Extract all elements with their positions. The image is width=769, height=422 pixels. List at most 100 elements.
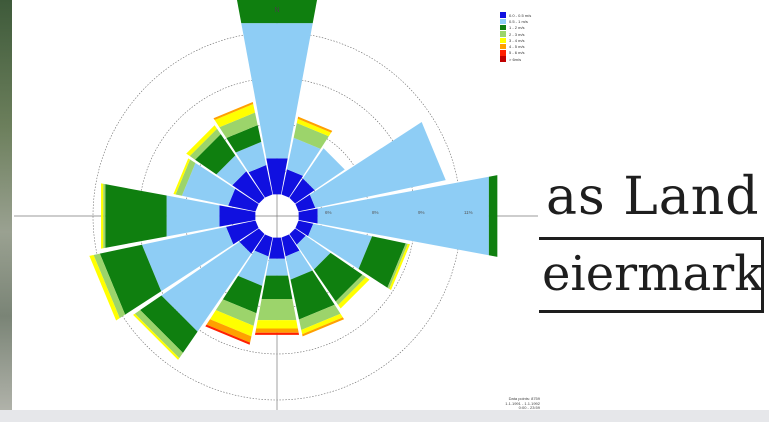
petal-90-0 — [298, 208, 318, 224]
petal-22.5-0 — [281, 169, 304, 198]
petal-135-1 — [296, 235, 331, 270]
petal-270-2 — [105, 184, 167, 248]
legend-item: > 6m/s — [500, 56, 531, 62]
speed-legend: 0.0 - 0.5 m/s 0.5 - 1 m/s 1 - 2 m/s 2 - 3 m… — [500, 12, 531, 62]
petal-225-0 — [239, 228, 265, 254]
legend-label: 4 - 5 m/s — [509, 44, 525, 50]
petal-157.5-1 — [285, 250, 313, 280]
legend-item: 3 - 4 m/s — [500, 37, 531, 44]
period-line-1: 1.1.1991 - 1.1.1992 — [505, 400, 540, 406]
legend-label: 3 - 4 m/s — [509, 37, 525, 43]
petal-225-4 — [133, 313, 180, 360]
petal-247.5-0 — [226, 220, 259, 245]
legend-swatch — [500, 31, 506, 37]
petal-180-3 — [257, 298, 297, 321]
legend-label: 1 - 2 m/s — [509, 25, 525, 31]
petal-0-2 — [236, 0, 318, 24]
legend-swatch — [500, 50, 506, 56]
legend-item: 4 - 5 m/s — [500, 43, 531, 50]
petal-292.5-4 — [173, 158, 191, 195]
petal-337.5-4 — [214, 104, 255, 128]
petal-22.5-3 — [293, 122, 329, 149]
petal-157.5-0 — [281, 234, 300, 257]
petal-135-3 — [335, 274, 367, 306]
legend-swatch — [500, 37, 506, 44]
petal-315-1 — [216, 155, 247, 186]
petal-157.5-3 — [299, 304, 341, 331]
petal-225-1 — [161, 241, 252, 332]
wind-rose-petals — [89, 0, 498, 360]
petal-225-3 — [134, 310, 183, 359]
legend-label: > 6m/s — [509, 56, 522, 62]
petal-202.5-2 — [222, 275, 263, 314]
petal-270-3 — [103, 183, 106, 249]
petal-337.5-0 — [248, 165, 273, 198]
petal-270-0 — [219, 205, 256, 227]
legend-item: 5 - 6 m/s — [500, 50, 531, 56]
petal-337.5-2 — [226, 125, 262, 153]
ring-label-3: 11% — [464, 210, 473, 215]
petal-202.5-0 — [254, 234, 273, 257]
petal-292.5-3 — [175, 159, 196, 196]
petal-45-1 — [302, 148, 345, 191]
petal-157.5-2 — [290, 270, 335, 320]
legend-label: 0.0 - 0.5 m/s — [509, 12, 532, 18]
petal-22.5-5 — [297, 116, 333, 133]
data-points-count: Data points: 8759 — [508, 396, 540, 401]
land-steiermark-logo: as Land eiermark — [539, 165, 769, 325]
petal-292.5-1 — [181, 163, 236, 206]
ring-label-2: 9% — [418, 210, 425, 215]
petal-247.5-1 — [141, 226, 234, 292]
petal-45-0 — [289, 178, 315, 204]
petal-112.5-2 — [358, 236, 406, 288]
petal-202.5-3 — [215, 299, 257, 326]
petal-180-5 — [255, 328, 299, 333]
petal-247.5-2 — [99, 244, 162, 315]
petal-135-0 — [289, 228, 306, 245]
petal-180-1 — [265, 258, 289, 276]
petal-180-0 — [269, 237, 285, 259]
petal-247.5-3 — [93, 253, 126, 319]
petal-202.5-5 — [206, 319, 252, 343]
petal-90-1 — [317, 176, 489, 256]
ring-label-1: 8% — [372, 210, 379, 215]
petal-67.5-1 — [309, 122, 446, 208]
petal-315-4 — [186, 125, 218, 157]
petal-202.5-6 — [205, 324, 251, 345]
petal-270-4 — [101, 183, 104, 249]
petal-270-1 — [166, 195, 220, 237]
petal-202.5-4 — [209, 310, 254, 337]
petal-157.5-4 — [301, 313, 343, 335]
data-points-note: Data points: 8759 1.1.1991 - 1.1.1992 0:… — [500, 396, 540, 411]
petal-0-1 — [241, 23, 313, 159]
satellite-photo-strip — [0, 0, 12, 422]
petal-337.5-5 — [213, 101, 254, 121]
petal-180-2 — [261, 275, 293, 299]
petal-202.5-1 — [238, 250, 269, 286]
legend-swatch — [500, 43, 506, 50]
legend-item: 0.5 - 1 m/s — [500, 18, 531, 25]
bottom-band — [0, 410, 769, 422]
petal-135-4 — [338, 277, 370, 309]
logo-frame: eiermark — [539, 237, 764, 313]
petal-180-6 — [254, 332, 300, 335]
petal-22.5-1 — [286, 137, 321, 176]
north-label: N — [274, 7, 279, 14]
legend-swatch — [500, 12, 506, 18]
wind-rose-labels: N 6% 8% 9% 11% — [274, 7, 472, 215]
petal-90-2 — [488, 175, 498, 257]
legend-swatch — [500, 24, 506, 31]
petal-112.5-1 — [308, 223, 373, 269]
ring-label-0: 6% — [325, 210, 332, 215]
legend-label: 2 - 3 m/s — [509, 31, 525, 37]
petal-180-4 — [256, 320, 298, 329]
legend-label: 5 - 6 m/s — [509, 50, 525, 56]
petal-112.5-4 — [389, 243, 410, 291]
legend-swatch — [500, 56, 506, 62]
petal-315-0 — [232, 171, 265, 204]
petal-135-2 — [313, 252, 363, 302]
wind-rose-chart: N 6% 8% 9% 11% — [14, 0, 538, 410]
logo-text-line1: as Land — [546, 167, 760, 227]
legend-item: 0.0 - 0.5 m/s — [500, 12, 531, 18]
petal-22.5-4 — [296, 118, 332, 137]
